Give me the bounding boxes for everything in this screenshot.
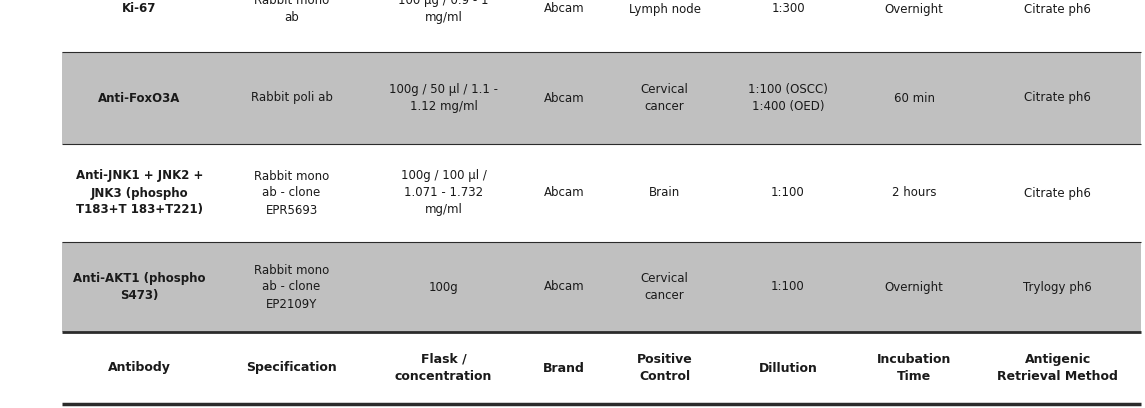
Text: Flask /
concentration: Flask / concentration — [395, 353, 492, 383]
Text: Ki-67: Ki-67 — [123, 2, 157, 16]
Text: Abcam: Abcam — [544, 2, 584, 16]
Text: Lymph node: Lymph node — [629, 2, 701, 16]
Text: Citrate ph6: Citrate ph6 — [1025, 186, 1091, 200]
Text: Incubation
Time: Incubation Time — [877, 353, 951, 383]
Text: 100g: 100g — [428, 281, 458, 293]
Text: Abcam: Abcam — [544, 186, 584, 200]
Text: Citrate ph6: Citrate ph6 — [1025, 91, 1091, 104]
Text: 2 hours: 2 hours — [892, 186, 937, 200]
Text: Trylogy ph6: Trylogy ph6 — [1024, 281, 1092, 293]
Text: 100g / 50 μl / 1.1 -
1.12 mg/ml: 100g / 50 μl / 1.1 - 1.12 mg/ml — [389, 83, 498, 113]
Bar — [62, 0, 1142, 52]
Text: Abcam: Abcam — [544, 281, 584, 293]
Text: Cervical
cancer: Cervical cancer — [641, 83, 688, 113]
Text: 100g / 100 μl /
1.071 - 1.732
mg/ml: 100g / 100 μl / 1.071 - 1.732 mg/ml — [401, 169, 487, 217]
Text: 1:300: 1:300 — [772, 2, 805, 16]
Text: Rabbit mono
ab - clone
EPR5693: Rabbit mono ab - clone EPR5693 — [254, 169, 330, 217]
Text: 100 μg / 0.9 - 1
mg/ml: 100 μg / 0.9 - 1 mg/ml — [398, 0, 489, 24]
Text: Brain: Brain — [649, 186, 680, 200]
Text: Anti-JNK1 + JNK2 +
JNK3 (phospho
T183+T 183+T221): Anti-JNK1 + JNK2 + JNK3 (phospho T183+T … — [76, 169, 203, 217]
Text: Brand: Brand — [543, 361, 585, 375]
Text: 1:100: 1:100 — [771, 186, 805, 200]
Text: Anti-AKT1 (phospho
S473): Anti-AKT1 (phospho S473) — [73, 272, 206, 302]
Text: Overnight: Overnight — [885, 281, 943, 293]
Text: 1:100: 1:100 — [771, 281, 805, 293]
Bar — [62, 332, 1142, 404]
Bar — [62, 52, 1142, 144]
Text: Rabbit mono
ab: Rabbit mono ab — [254, 0, 330, 24]
Text: Specification: Specification — [246, 361, 337, 375]
Text: 60 min: 60 min — [894, 91, 934, 104]
Text: Rabbit poli ab: Rabbit poli ab — [251, 91, 332, 104]
Text: Antibody: Antibody — [108, 361, 171, 375]
Text: Rabbit mono
ab - clone
EP2109Y: Rabbit mono ab - clone EP2109Y — [254, 264, 330, 310]
Text: Citrate ph6: Citrate ph6 — [1025, 2, 1091, 16]
Text: Anti-FoxO3A: Anti-FoxO3A — [98, 91, 181, 104]
Text: 1:100 (OSCC)
1:400 (OED): 1:100 (OSCC) 1:400 (OED) — [748, 83, 828, 113]
Bar — [62, 144, 1142, 242]
Text: Positive
Control: Positive Control — [637, 353, 693, 383]
Text: Antigenic
Retrieval Method: Antigenic Retrieval Method — [997, 353, 1119, 383]
Text: Dillution: Dillution — [759, 361, 818, 375]
Text: Overnight: Overnight — [885, 2, 943, 16]
Bar — [62, 242, 1142, 332]
Text: Abcam: Abcam — [544, 91, 584, 104]
Text: Cervical
cancer: Cervical cancer — [641, 272, 688, 302]
